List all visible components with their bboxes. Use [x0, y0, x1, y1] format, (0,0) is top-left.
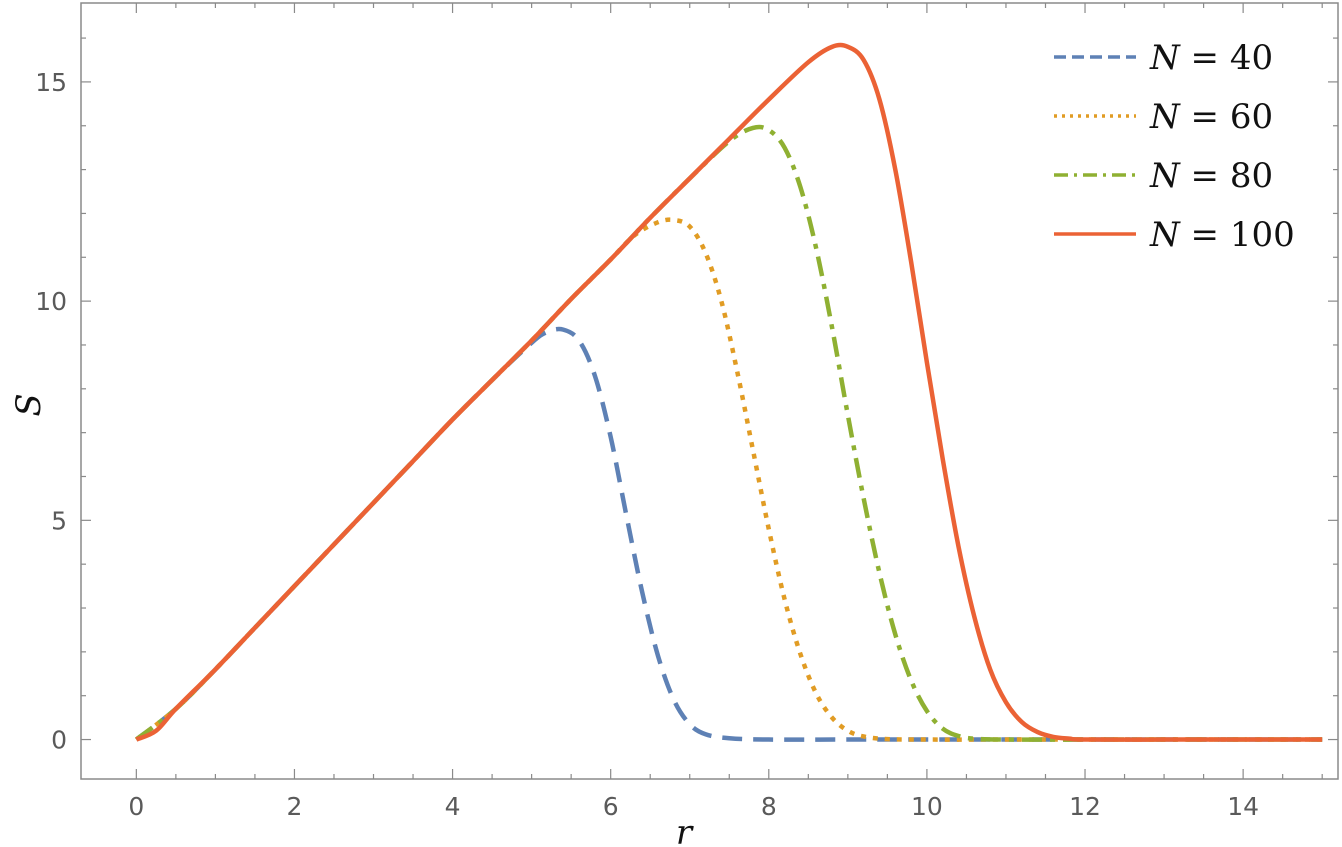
x-axis-title: r	[676, 813, 694, 847]
plot-frame	[80, 2, 1339, 780]
x-tick-label: 8	[761, 792, 777, 821]
y-axis-title: S	[9, 393, 49, 416]
x-tick-label: 12	[1069, 792, 1101, 821]
series-line-4	[135, 42, 1323, 742]
legend-item: N = 60	[1054, 97, 1273, 137]
legend-item: N = 80	[1054, 156, 1273, 196]
y-tick-label: 5	[51, 506, 67, 535]
axis-ticks: 0 2 4 6 8 10 12 14 0 5 10 15	[35, 3, 1338, 821]
y-tick-label: 15	[35, 68, 67, 97]
x-tick-label: 0	[128, 792, 144, 821]
series-line-2	[134, 217, 1323, 742]
legend-label: N = 60	[1149, 97, 1273, 137]
legend-label: N = 80	[1149, 156, 1273, 196]
x-tick-label: 14	[1227, 792, 1259, 821]
plot-border	[80, 2, 1339, 780]
x-tick-label: 4	[445, 792, 461, 821]
legend-label: N = 40	[1149, 38, 1273, 78]
x-tick-label: 10	[911, 792, 943, 821]
y-tick-label: 0	[51, 726, 67, 755]
legend-item: N = 40	[1054, 38, 1273, 78]
y-tick-label: 10	[35, 287, 67, 316]
legend-item: N = 100	[1054, 215, 1295, 255]
x-tick-label: 2	[286, 792, 302, 821]
legend: N = 40 N = 60 N = 80 N = 100	[1054, 38, 1295, 255]
series-lines	[134, 42, 1323, 742]
legend-label: N = 100	[1149, 215, 1295, 255]
x-tick-label: 6	[603, 792, 619, 821]
